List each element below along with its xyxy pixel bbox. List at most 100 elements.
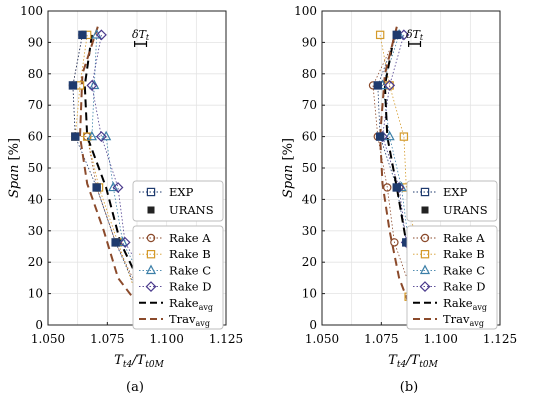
series-line-rake-a — [372, 34, 414, 297]
point-rake-c — [86, 130, 98, 141]
point-exp — [68, 81, 78, 90]
legend-label: Rake A — [169, 231, 211, 245]
point-rake-c — [91, 28, 102, 39]
chart-panel-1: 1.050 1.075 1.100 1.125 0 10 20 30 40 50 60 70 80 90 1… — [7, 4, 243, 395]
panel-label: (a) — [126, 380, 144, 395]
point-rake-d — [119, 236, 131, 248]
y-tick-label: 70 — [302, 98, 317, 112]
delta-t-annotation: δTt — [406, 28, 424, 47]
x-tick-label: 1.050 — [31, 332, 65, 346]
point-rake-d — [95, 29, 107, 41]
legend-box — [406, 180, 498, 222]
y-tick-label: 20 — [28, 255, 43, 269]
point-rake-b — [399, 132, 409, 141]
point-urans — [93, 184, 100, 191]
legend-swatch-marker — [420, 233, 430, 243]
x-tick-label: 1.125 — [209, 332, 243, 346]
point-exp — [111, 238, 120, 247]
point-exp — [71, 132, 80, 141]
legend-swatch-marker — [420, 250, 430, 259]
y-tick-label: 10 — [302, 287, 317, 301]
point-rake-a — [383, 183, 392, 192]
point-rake-d — [112, 182, 124, 193]
point-rake-c — [384, 130, 395, 141]
legend-label: Rake C — [443, 263, 485, 277]
legend-label: URANS — [169, 203, 214, 217]
panel-label: (b) — [400, 380, 418, 395]
point-rake-a — [390, 238, 399, 247]
y-tick-label: 60 — [302, 130, 317, 144]
legend: EXP URANS Rake A Rake B Rake C Rake D RakeavgT… — [132, 180, 224, 330]
point-exp — [392, 30, 401, 40]
series-line-exp — [72, 34, 140, 297]
y-tick-label: 80 — [28, 67, 43, 81]
y-tick-label: 80 — [302, 67, 317, 81]
point-urans — [393, 31, 401, 39]
delta-t-label: δTt — [406, 28, 424, 42]
legend-label: Rake C — [169, 263, 211, 277]
legend-label: Rake B — [443, 247, 485, 261]
legend-swatch-marker — [146, 233, 156, 243]
y-tick-label: 0 — [309, 318, 317, 332]
point-urans — [376, 133, 384, 140]
series-line-rake-c — [382, 34, 433, 297]
point-rake-d — [384, 79, 396, 91]
point-urans — [374, 82, 382, 89]
x-tick-label: 1.125 — [483, 332, 517, 346]
point-rake-d — [95, 131, 107, 143]
legend-swatch-marker — [147, 206, 155, 214]
y-tick-label: 30 — [28, 224, 43, 238]
legend-label: EXP — [443, 185, 468, 199]
x-axis-label: Tt4/Tt0M — [388, 353, 438, 370]
legend-label: Travavg — [169, 312, 210, 328]
y-tick-label: 20 — [302, 255, 317, 269]
y-tick-label: 100 — [20, 4, 43, 18]
legend-label: Rake D — [443, 280, 485, 294]
x-tick-label: 1.100 — [149, 332, 183, 346]
series-line-rake-d — [91, 34, 157, 297]
series-line-rakeavg — [383, 34, 424, 297]
point-urans — [79, 31, 86, 39]
legend-label: Travavg — [443, 312, 484, 328]
point-exp — [373, 81, 382, 90]
y-tick-label: 70 — [28, 98, 43, 112]
point-exp — [78, 30, 87, 40]
y-tick-label: 50 — [302, 161, 317, 175]
point-rake-b — [385, 81, 394, 90]
y-tick-label: 60 — [28, 130, 43, 144]
x-tick-label: 1.075 — [90, 332, 124, 346]
x-axis-label: Tt4/Tt0M — [114, 353, 164, 370]
legend-swatch-marker — [145, 264, 157, 275]
series-line-rake-b — [379, 34, 417, 297]
delta-t-label: δTt — [132, 28, 150, 42]
legend: EXP URANS Rake A Rake B Rake C Rake D RakeavgT… — [406, 180, 498, 330]
point-urans — [393, 184, 401, 191]
point-rake-c — [108, 181, 119, 192]
y-tick-label: 40 — [302, 192, 317, 206]
x-tick-label: 1.100 — [423, 332, 457, 346]
y-tick-label: 10 — [28, 287, 43, 301]
y-tick-label: 0 — [35, 318, 43, 332]
legend-box — [132, 180, 224, 222]
point-rake-b — [375, 30, 385, 40]
point-exp — [392, 183, 401, 192]
legend-label: EXP — [169, 185, 194, 199]
y-tick-label: 90 — [302, 35, 317, 49]
point-urans — [112, 239, 119, 246]
chart-panel-2: 1.050 1.075 1.100 1.125 0 10 20 30 40 50 60 70 80 90 1… — [281, 4, 517, 395]
legend-swatch-marker — [146, 187, 156, 197]
series-line-rakeavg — [83, 34, 148, 298]
y-tick-label: 30 — [302, 224, 317, 238]
point-rake-d — [86, 79, 98, 91]
legend-swatch-marker — [421, 206, 429, 214]
legend-label: URANS — [443, 203, 488, 217]
legend-label: Rakeavg — [169, 296, 213, 312]
legend-swatch-marker — [145, 281, 157, 293]
legend-label: Rakeavg — [443, 296, 487, 312]
legend-label: Rake D — [169, 280, 211, 294]
point-exp — [375, 132, 385, 141]
legend-label: Rake B — [169, 247, 211, 261]
y-tick-label: 90 — [28, 35, 43, 49]
point-exp — [92, 183, 101, 192]
